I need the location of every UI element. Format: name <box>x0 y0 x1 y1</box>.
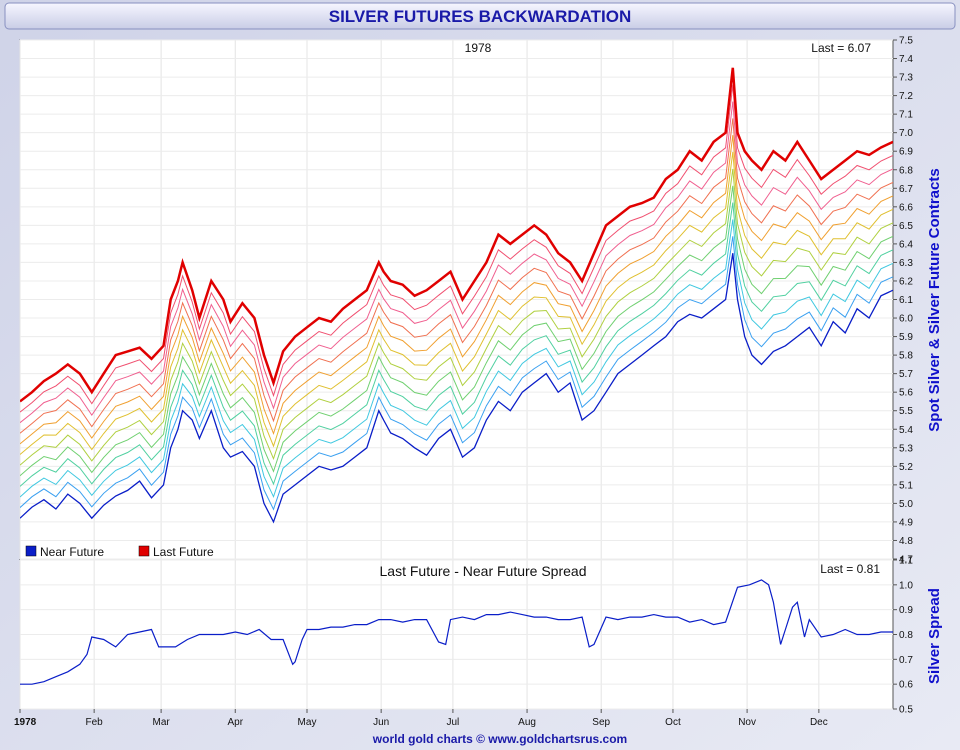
price-y-tick-label: 6.9 <box>899 147 913 158</box>
price-y-tick-label: 7.4 <box>899 54 913 65</box>
x-tick-label: Feb <box>86 717 104 728</box>
spread-last-value: Last = 0.81 <box>820 562 880 576</box>
price-y-tick-label: 5.3 <box>899 443 913 454</box>
price-y-tick-label: 4.8 <box>899 536 913 547</box>
price-y-tick-label: 5.7 <box>899 369 913 380</box>
price-y-tick-label: 7.3 <box>899 73 913 84</box>
chart-title: SILVER FUTURES BACKWARDATION <box>329 7 632 26</box>
intermediate-contract-line <box>20 135 893 445</box>
price-last-value: Last = 6.07 <box>811 41 871 55</box>
intermediate-contract-line <box>20 84 893 413</box>
price-y-tick-label: 5.2 <box>899 462 913 473</box>
x-tick-label: Jul <box>447 717 460 728</box>
spread-y-tick-label: 0.7 <box>899 655 913 666</box>
spread-y-label: Silver Spread <box>926 588 943 684</box>
intermediate-contract-line <box>20 101 893 424</box>
price-series <box>20 67 893 524</box>
spread-line <box>20 579 893 685</box>
price-panel-title: 1978 <box>465 41 492 55</box>
spread-y-axis: 0.5 0.6 0.7 0.8 0.9 1.0 1.1 <box>893 556 913 716</box>
price-y-tick-label: 5.8 <box>899 351 913 362</box>
price-y-tick-label: 6.1 <box>899 295 913 306</box>
intermediate-contract-line <box>20 152 893 455</box>
legend-near-swatch <box>25 545 37 557</box>
price-y-tick-label: 7.0 <box>899 128 913 139</box>
spread-y-tick-label: 0.9 <box>899 605 913 616</box>
intermediate-contract-line <box>20 168 893 466</box>
x-tick-label: Nov <box>738 717 756 728</box>
price-y-tick-label: 7.5 <box>899 36 913 47</box>
intermediate-contract-line <box>20 118 893 434</box>
price-y-tick-label: 6.6 <box>899 202 913 213</box>
price-y-tick-label: 4.7 <box>899 555 913 566</box>
price-y-tick-label: 6.0 <box>899 314 913 325</box>
spread-y-tick-label: 1.0 <box>899 580 913 591</box>
x-tick-label: Dec <box>810 717 828 728</box>
price-y-tick-label: 5.1 <box>899 480 913 491</box>
x-tick-label: 1978 <box>14 717 37 728</box>
price-y-tick-label: 6.4 <box>899 239 913 250</box>
near-future-line <box>20 253 893 524</box>
price-y-tick-label: 4.9 <box>899 517 913 528</box>
legend-last-label: Last Future <box>153 545 214 559</box>
x-tick-label: May <box>298 717 317 728</box>
price-y-tick-label: 5.0 <box>899 499 913 510</box>
spread-panel-title: Last Future - Near Future Spread <box>380 563 587 579</box>
spread-y-tick-label: 0.6 <box>899 680 913 691</box>
x-tick-label: Oct <box>665 717 681 728</box>
legend-near-label: Near Future <box>40 545 104 559</box>
price-y-tick-label: 6.3 <box>899 258 913 269</box>
x-tick-label: Jun <box>373 717 389 728</box>
price-y-tick-label: 5.5 <box>899 406 913 417</box>
price-y-label: Spot Silver & Silver Future Contracts <box>926 168 943 431</box>
title-bar <box>4 2 956 30</box>
spread-y-tick-label: 0.8 <box>899 630 913 641</box>
x-tick-label: Sep <box>592 717 610 728</box>
price-y-tick-label: 5.9 <box>899 332 913 343</box>
x-tick-label: Aug <box>518 717 536 728</box>
price-y-axis: 4.7 4.8 4.9 5.0 5.1 5.2 5.3 5.4 5.5 5.6 5.7 5.8 5.9 6… <box>893 36 913 566</box>
price-y-tick-label: 7.1 <box>899 110 913 121</box>
x-tick-label: Mar <box>152 717 170 728</box>
spread-y-tick-label: 0.5 <box>899 705 913 716</box>
spread-series <box>20 579 893 685</box>
price-y-tick-label: 6.8 <box>899 165 913 176</box>
intermediate-contract-line <box>20 219 893 499</box>
price-y-tick-label: 6.5 <box>899 221 913 232</box>
price-y-tick-label: 6.2 <box>899 276 913 287</box>
price-y-tick-label: 7.2 <box>899 91 913 102</box>
legend-last-swatch <box>138 545 150 557</box>
footer-credit: world gold charts © www.goldchartsrus.co… <box>372 732 627 746</box>
price-y-tick-label: 6.7 <box>899 184 913 195</box>
last-future-line <box>20 67 893 403</box>
price-y-tick-label: 5.4 <box>899 425 913 436</box>
intermediate-contract-line <box>20 202 893 487</box>
intermediate-contract-line <box>20 185 893 477</box>
x-axis: 1978 Feb Mar Apr May Jun Jul Aug Sep Oct Nov Dec <box>14 709 828 728</box>
intermediate-contract-line <box>20 236 893 511</box>
price-grid <box>19 39 893 560</box>
price-y-tick-label: 5.6 <box>899 388 913 399</box>
spread-y-tick-label: 1.1 <box>899 556 913 567</box>
x-tick-label: Apr <box>227 717 243 728</box>
